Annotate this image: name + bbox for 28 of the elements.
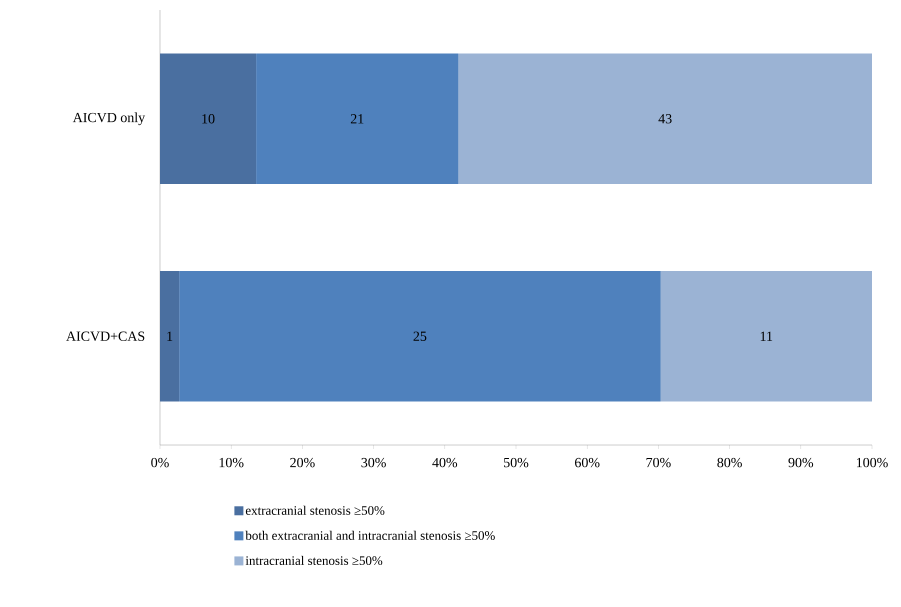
legend-label: extracranial stenosis ≥50% <box>246 506 384 515</box>
x-tick-label: 10% <box>220 458 244 468</box>
annotation: 10 <box>202 114 214 124</box>
x-tick-label: 60% <box>575 458 600 468</box>
annotation: 21 <box>350 114 364 124</box>
x-tick-label: 50% <box>504 458 528 468</box>
legend-label: both extracranial and intracranial stenosis ≥50% <box>245 530 495 540</box>
annotation: 11 <box>760 332 772 341</box>
legend-label: intracranial stenosis ≥50% <box>246 556 382 566</box>
x-tick-label: 70% <box>646 458 671 468</box>
annotation: 43 <box>658 114 672 124</box>
bar <box>660 271 872 402</box>
x-tick-label: 90% <box>788 458 814 468</box>
y-tick-label: AICVD+CAS <box>66 332 144 341</box>
x-tick-label: 100% <box>856 458 888 468</box>
x-tick-label: 20% <box>290 458 315 468</box>
x-tick-label: 80% <box>717 458 742 468</box>
bar <box>160 271 180 402</box>
x-tick-label: 0% <box>151 458 169 468</box>
y-tick-label: AICVD only <box>72 112 146 126</box>
x-tick-label: 30% <box>361 458 386 468</box>
x-tick-label: 40% <box>432 458 458 468</box>
bar <box>179 271 661 402</box>
bar <box>458 54 872 184</box>
annotation: 25 <box>414 332 426 341</box>
bar <box>160 54 256 184</box>
bar <box>256 54 458 184</box>
annotation: 1 <box>167 332 172 341</box>
